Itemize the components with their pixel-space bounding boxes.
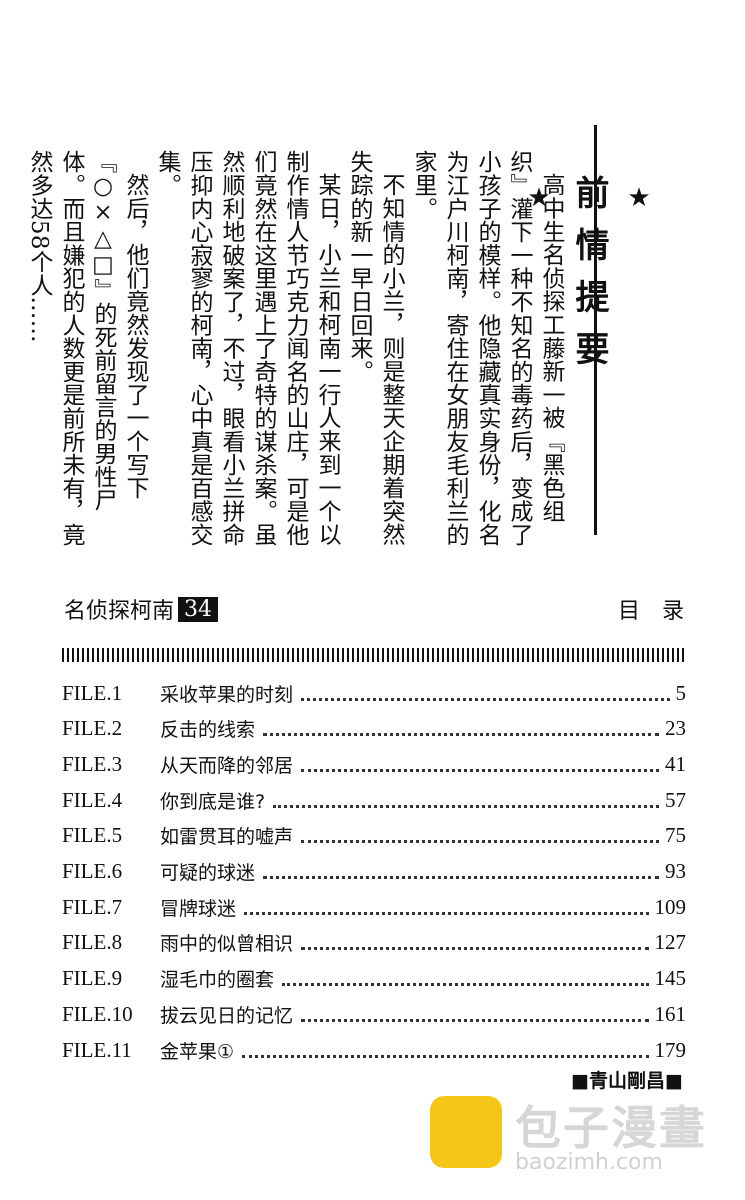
- chapter-title: 反击的线索: [160, 719, 256, 742]
- page-number: 109: [654, 894, 687, 919]
- toc-entry: FILE.5 如雷贯耳的嘘声 75: [62, 821, 686, 851]
- file-number: FILE.11: [62, 1037, 132, 1062]
- dot-leader: [301, 935, 649, 951]
- dot-leader: [244, 900, 649, 915]
- page-number: 127: [654, 930, 687, 955]
- toc-entry: FILE.4 你到底是谁? 57: [62, 785, 686, 815]
- toc-entry: FILE.3 从天而降的邻居 41: [62, 749, 686, 779]
- page-number: 75: [665, 823, 686, 848]
- toc-entry: FILE.7 冒牌球迷 109: [62, 892, 686, 922]
- page-number: 93: [665, 859, 686, 883]
- toc-entry: FILE.2 反击的线索 23: [62, 714, 686, 744]
- page-number: 5: [675, 680, 687, 705]
- page-number: 179: [654, 1037, 687, 1062]
- watermark-name: 包子漫畫: [515, 1101, 707, 1155]
- barcode-rule: [62, 648, 686, 662]
- toc-entry: FILE.10 拔云见日的记忆 161: [62, 999, 686, 1029]
- chapter-title: 金苹果①: [160, 1040, 235, 1063]
- file-number: FILE.8: [62, 930, 123, 955]
- file-number: FILE.1: [62, 680, 123, 705]
- star: ★: [524, 183, 554, 213]
- summary-paragraph: 某日，小兰和柯南一行人来到一个以制作情人节巧克力闻名的山庄，可是他们竟然在这里遇…: [154, 150, 340, 547]
- watermark-url: baozimh.com: [515, 1150, 663, 1175]
- file-number: FILE.6: [62, 859, 123, 883]
- toc-entry: FILE.6 可疑的球迷 93: [62, 857, 686, 887]
- chapter-title: 雨中的似曾相识: [160, 933, 294, 956]
- dot-leader: [301, 828, 659, 844]
- file-number: FILE.9: [62, 966, 123, 991]
- chapter-title: 如雷贯耳的嘘声: [160, 826, 294, 849]
- page-number: 57: [665, 787, 686, 812]
- toc-entry: FILE.11 金苹果① 179: [62, 1035, 686, 1065]
- author: ■青山剛昌■: [571, 1070, 683, 1092]
- file-number: FILE.7: [62, 894, 123, 919]
- divider: [594, 125, 597, 535]
- star: ★: [624, 183, 654, 213]
- dot-leader: [273, 793, 659, 808]
- summary-paragraph: 不知情的小兰，则是整天企期着突然失踪的新一早日回来。: [346, 150, 404, 546]
- page-number: 41: [665, 751, 686, 776]
- toc-entry: FILE.1 采收苹果的时刻 5: [62, 678, 686, 708]
- file-number: FILE.5: [62, 823, 123, 848]
- page-number: 161: [654, 1001, 687, 1026]
- toc-entry: FILE.8 雨中的似曾相识 127: [62, 928, 686, 958]
- series-name: 名侦探柯南: [64, 599, 175, 624]
- file-number: FILE.3: [62, 751, 123, 776]
- file-number: FILE.10: [62, 1001, 133, 1026]
- dot-leader: [263, 864, 659, 879]
- toc-heading: 目 录: [617, 599, 684, 624]
- chapter-title: 采收苹果的时刻: [160, 683, 294, 706]
- chapter-title: 可疑的球迷: [160, 862, 256, 884]
- page-number: 145: [654, 966, 687, 991]
- summary-paragraph: 高中生名侦探工藤新一被『黑色组织』灌下一种不知名的毒药后，变成了小孩子的模样。他…: [410, 150, 564, 547]
- chapter-title: 冒牌球迷: [160, 897, 237, 920]
- summary-title: 前情提要: [569, 175, 609, 383]
- dot-leader: [301, 757, 659, 772]
- toc-entry: FILE.9 湿毛巾的圈套 145: [62, 964, 686, 994]
- dot-leader: [242, 1043, 649, 1058]
- dot-leader: [301, 1007, 649, 1022]
- chapter-title: 拔云见日的记忆: [160, 1004, 294, 1027]
- summary-text: 高中生名侦探工藤新一被『黑色组织』灌下一种不知名的毒药后，变成了小孩子的模样。他…: [23, 150, 567, 550]
- dot-leader: [301, 686, 670, 701]
- file-number: FILE.4: [62, 787, 123, 812]
- dot-leader: [282, 971, 649, 987]
- chapter-title: 从天而降的邻居: [160, 754, 294, 777]
- volume: 34: [178, 596, 219, 622]
- summary-paragraph: 然后，他们竟然发现了一个写下『○×△□』的死前留言的男性尸体。而且嫌犯的人数更是…: [26, 150, 148, 547]
- watermark-icon: [430, 1096, 502, 1168]
- toc-header: 名侦探柯南 34 目 录: [64, 592, 684, 626]
- page-number: 23: [665, 716, 686, 741]
- chapter-title: 你到底是谁?: [160, 790, 266, 813]
- file-number: FILE.2: [62, 716, 123, 741]
- summary-title-box: ★ 前情提要 ★: [524, 175, 664, 383]
- chapter-title: 湿毛巾的圈套: [160, 969, 275, 992]
- dot-leader: [263, 721, 659, 737]
